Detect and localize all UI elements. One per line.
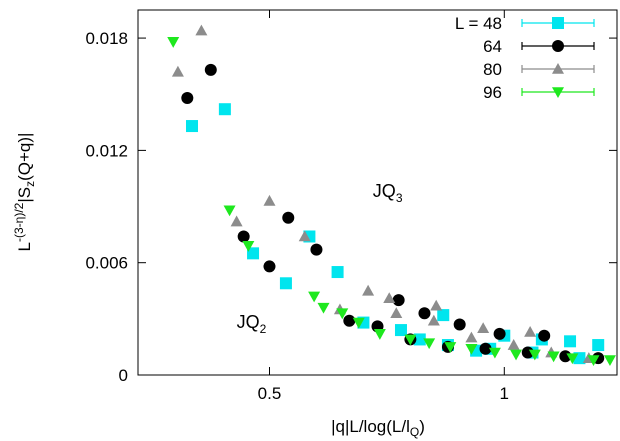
data-point [317, 302, 330, 314]
legend-marker [552, 40, 564, 52]
data-point [237, 230, 250, 243]
data-point [282, 211, 295, 224]
data-point [510, 349, 523, 361]
x-tick-label: 0.5 [258, 384, 282, 403]
data-point [298, 230, 311, 242]
legend-label: 64 [483, 37, 502, 56]
legend-label: 96 [483, 83, 502, 102]
data-point [418, 307, 431, 320]
data-point [308, 291, 321, 303]
data-point [524, 325, 537, 337]
annotation-label: JQ3 [373, 181, 403, 205]
y-axis: 0 0.006 0.012 0.018 [85, 29, 617, 385]
y-axis-label: L-(3-η)/2|Sz(Q+q)| [12, 133, 37, 252]
data-point [394, 324, 407, 337]
data-point [564, 335, 577, 348]
data-point [242, 241, 255, 252]
data-point [427, 314, 440, 326]
data-point [465, 331, 478, 343]
annotations: JQ3 JQ2 [237, 181, 403, 336]
data-point [603, 355, 616, 367]
data-point [373, 329, 386, 340]
plot-area [167, 24, 616, 367]
data-point [392, 294, 405, 307]
data-point [383, 292, 396, 304]
data-point [587, 355, 600, 367]
annotation-label: JQ2 [237, 312, 267, 336]
data-point [310, 243, 323, 256]
data-point [336, 308, 349, 320]
plot-frame [137, 9, 618, 376]
data-point [223, 205, 236, 217]
data-point [343, 314, 356, 327]
y-tick-label: 0.012 [85, 141, 128, 160]
data-point [331, 266, 344, 279]
data-point [592, 339, 605, 352]
legend-marker [552, 87, 564, 98]
y-tick-label: 0 [119, 366, 128, 385]
data-point [390, 307, 403, 319]
data-point [566, 353, 579, 365]
data-point [423, 338, 436, 350]
series-triangle-down [167, 37, 616, 367]
series-triangle [171, 24, 595, 363]
data-point [404, 334, 417, 346]
data-point [444, 342, 457, 353]
data-point [263, 260, 276, 273]
legend: L = 48 64 80 96 [455, 14, 595, 102]
data-point [352, 317, 365, 329]
data-point [263, 194, 276, 206]
data-point [547, 351, 560, 363]
data-point [167, 37, 180, 48]
data-point [528, 349, 541, 361]
data-point [477, 322, 490, 334]
legend-marker [552, 17, 564, 29]
x-axis: 0.5 1 [258, 10, 509, 403]
data-point [493, 327, 506, 340]
data-point [479, 342, 492, 355]
legend-label: 80 [483, 60, 502, 79]
data-point [279, 277, 292, 290]
data-point [507, 339, 520, 350]
data-point [413, 333, 426, 346]
series-circle [181, 63, 605, 365]
data-point [559, 350, 572, 363]
data-point [204, 63, 217, 76]
data-point [437, 309, 450, 322]
data-point [230, 215, 243, 227]
data-point [195, 24, 208, 36]
data-point [186, 120, 199, 133]
legend-label: L = 48 [455, 14, 502, 33]
data-point [453, 318, 466, 331]
data-point [538, 329, 551, 342]
data-point [218, 103, 231, 116]
data-point [171, 65, 184, 77]
data-point [181, 91, 194, 104]
legend-marker [552, 63, 564, 74]
data-point [430, 299, 443, 311]
data-point [521, 346, 534, 359]
data-point [247, 247, 260, 260]
data-point [488, 347, 501, 359]
data-point [362, 284, 375, 296]
x-tick-label: 1 [500, 384, 509, 403]
x-axis-label: |q|L/log(L/lQ) [331, 417, 425, 439]
data-point [465, 343, 478, 355]
y-tick-label: 0.018 [85, 29, 128, 48]
y-tick-label: 0.006 [85, 254, 128, 273]
